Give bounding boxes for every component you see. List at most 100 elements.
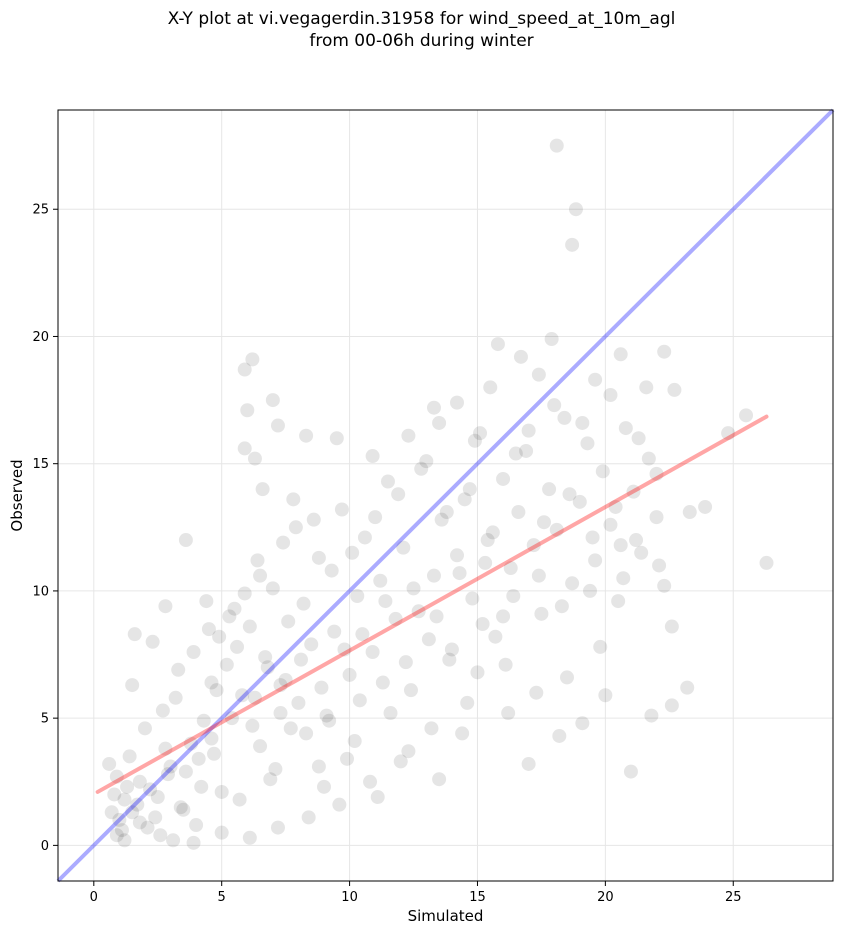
scatter-point (667, 382, 682, 397)
scatter-point (107, 787, 122, 802)
scatter-point (263, 772, 278, 787)
scatter-point (253, 568, 268, 583)
scatter-point (350, 589, 365, 604)
scatter-point (304, 637, 319, 652)
scatter-point (623, 764, 638, 779)
scatter-point (572, 494, 587, 509)
grid-lines (58, 110, 833, 881)
scatter-point (281, 614, 296, 629)
scatter-point (334, 502, 349, 517)
scatter-point (521, 423, 536, 438)
scatter-point (168, 690, 183, 705)
scatter-point (641, 451, 656, 466)
scatter-point (378, 594, 393, 609)
scatter-point (588, 372, 603, 387)
scatter-point (189, 818, 204, 833)
scatter-point (219, 657, 234, 672)
scatter-point (611, 594, 626, 609)
scatter-point (426, 568, 441, 583)
scatter-point (631, 431, 646, 446)
scatter-point (143, 782, 158, 797)
scatter-point (452, 566, 467, 581)
scatter-point (406, 581, 421, 596)
scatter-point (549, 138, 564, 153)
scatter-point (682, 505, 697, 520)
scatter-point (158, 741, 173, 756)
scatter-point (347, 734, 362, 749)
scatter-point (657, 578, 672, 593)
scatter-point (186, 835, 201, 850)
scatter-point (603, 517, 618, 532)
scatter-point (521, 756, 536, 771)
scatter-point (150, 790, 165, 805)
scatter-point (212, 629, 227, 644)
scatter-point (114, 823, 129, 838)
scatter-point (258, 650, 273, 665)
scatter-point (293, 652, 308, 667)
scatter-point (649, 466, 664, 481)
scatter-point (629, 533, 644, 548)
scatter-point (511, 505, 526, 520)
scatter-point (145, 634, 160, 649)
scatter-point (363, 774, 378, 789)
scatter-point (626, 484, 641, 499)
scatter-point (439, 505, 454, 520)
scatter-point (429, 609, 444, 624)
scatter-point (457, 492, 472, 507)
x-tick-label: 15 (469, 890, 486, 905)
scatter-point (207, 746, 222, 761)
scatter-point (160, 767, 175, 782)
scatter-point (393, 754, 408, 769)
scatter-point (166, 833, 181, 848)
scatter-point (432, 772, 447, 787)
scatter-point (639, 380, 654, 395)
scatter-point (283, 721, 298, 736)
scatter-point (480, 533, 495, 548)
scatter-point (291, 695, 306, 710)
scatter-point (565, 576, 580, 591)
scatter-point (568, 202, 583, 217)
regression-line (95, 414, 769, 794)
scatter-point (698, 499, 713, 514)
scatter-point (317, 779, 332, 794)
scatter-point (270, 820, 285, 835)
scatter-point (465, 591, 480, 606)
scatter-point (102, 756, 117, 771)
scatter-point (462, 482, 477, 497)
scatter-point (432, 415, 447, 430)
scatter-point (508, 446, 523, 461)
scatter-point (398, 655, 413, 670)
scatter-point (383, 706, 398, 721)
scatter-point (450, 395, 465, 410)
scatter-point (178, 533, 193, 548)
scatter-point (598, 688, 613, 703)
scatter-point (158, 599, 173, 614)
scatter-point (140, 820, 155, 835)
scatter-point (503, 561, 518, 576)
scatter-point (467, 433, 482, 448)
scatter-point (273, 706, 288, 721)
scatter-point (616, 571, 631, 586)
scatter-point (583, 583, 598, 598)
scatter-point (478, 555, 493, 570)
scatter-point (501, 706, 516, 721)
scatter-point (245, 352, 260, 367)
scatter-point (473, 426, 488, 441)
scatter-point (314, 680, 329, 695)
scatter-point (204, 731, 219, 746)
scatter-point (242, 619, 257, 634)
scatter-point (288, 520, 303, 535)
scatter-point (444, 642, 459, 657)
scatter-point (519, 443, 534, 458)
y-axis-ticks: 0 5 10 15 20 25 (32, 203, 58, 854)
scatter-point (311, 550, 326, 565)
scatter-point (575, 415, 590, 430)
scatter-point (403, 683, 418, 698)
scatter-point (209, 683, 224, 698)
scatter-point (173, 800, 188, 815)
scatter-point (557, 410, 572, 425)
scatter-point (552, 728, 567, 743)
scatter-points (102, 138, 774, 850)
scatter-point (222, 609, 237, 624)
scatter-point (132, 815, 147, 830)
